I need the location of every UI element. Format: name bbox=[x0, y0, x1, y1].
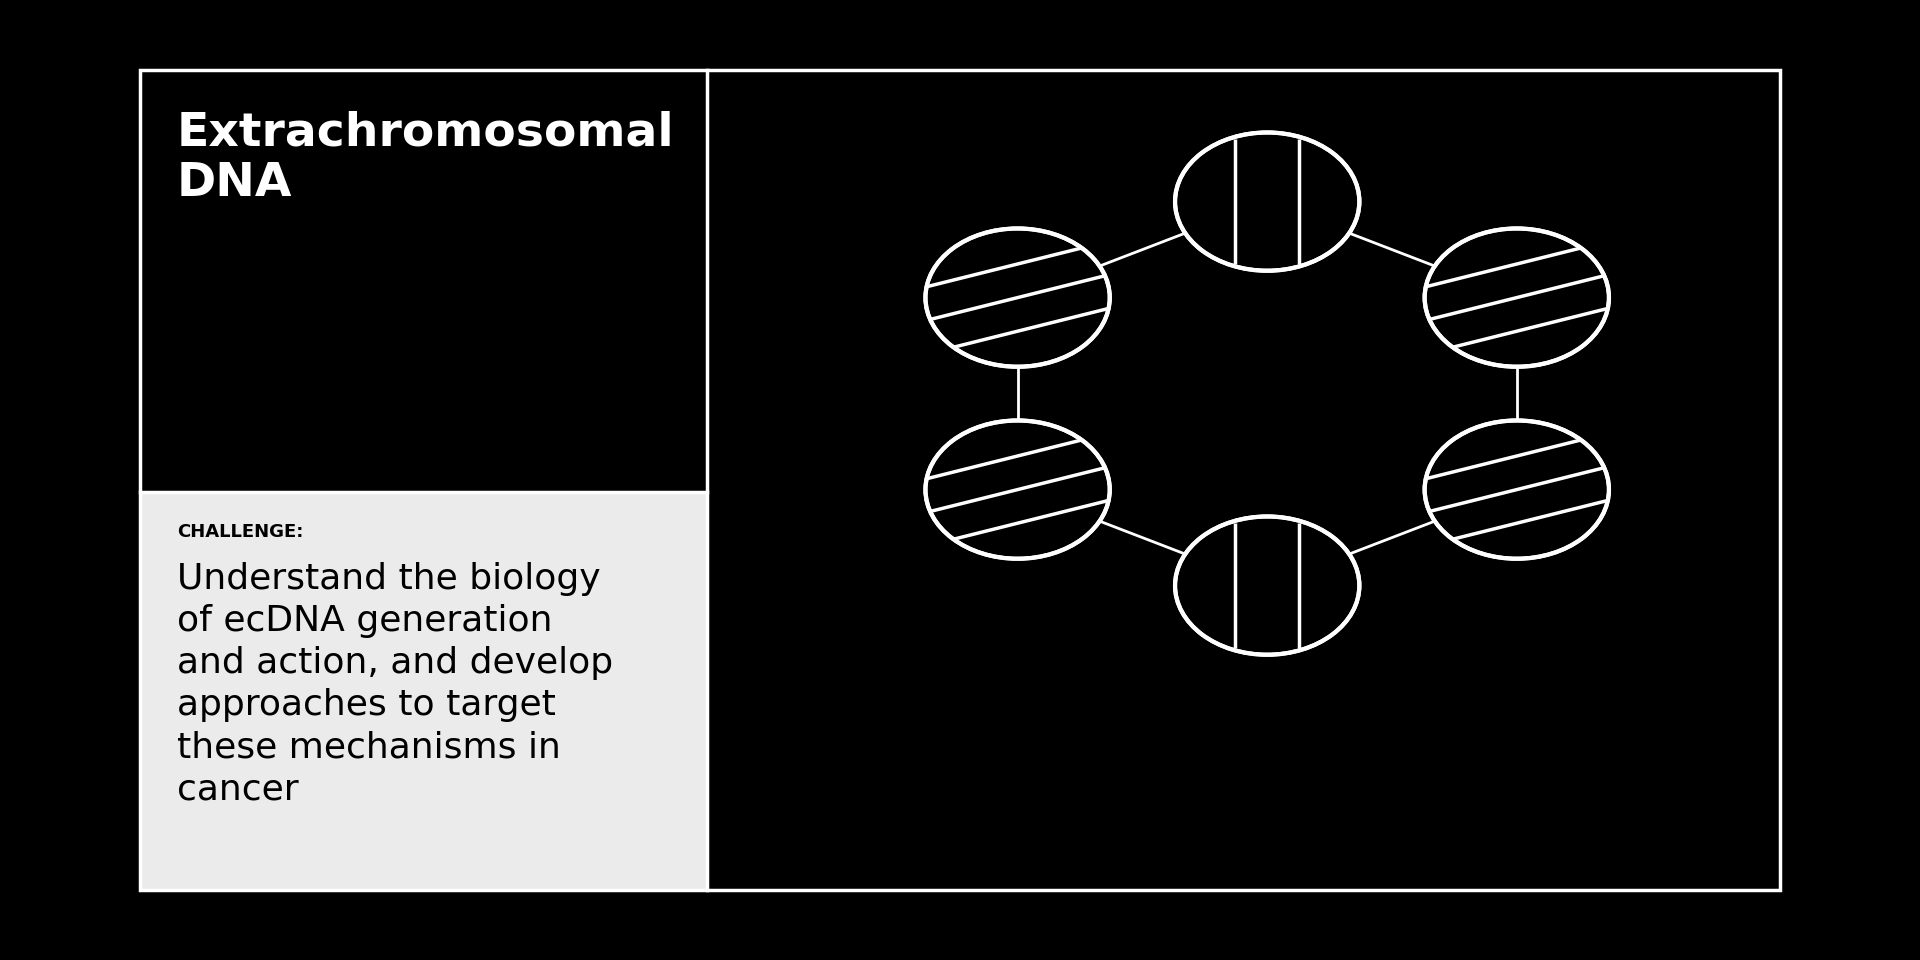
Ellipse shape bbox=[1175, 516, 1359, 655]
Ellipse shape bbox=[1425, 228, 1609, 367]
Ellipse shape bbox=[1425, 420, 1609, 559]
Text: Extrachromosomal
DNA: Extrachromosomal DNA bbox=[177, 110, 674, 205]
Bar bbox=[140, 70, 707, 492]
Ellipse shape bbox=[925, 420, 1110, 559]
Text: CHALLENGE:: CHALLENGE: bbox=[177, 523, 303, 541]
Bar bbox=[140, 492, 707, 890]
Ellipse shape bbox=[925, 228, 1110, 367]
Ellipse shape bbox=[1175, 132, 1359, 271]
Text: Understand the biology
of ecDNA generation
and action, and develop
approaches to: Understand the biology of ecDNA generati… bbox=[177, 562, 612, 806]
Bar bbox=[140, 70, 1780, 890]
